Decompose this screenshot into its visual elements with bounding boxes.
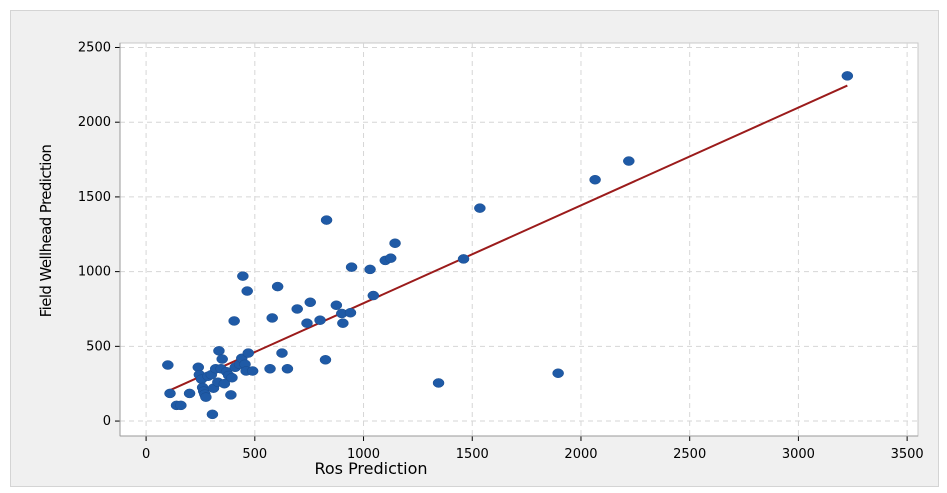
data-point <box>200 392 212 402</box>
y-tick-label: 2500 <box>78 40 111 55</box>
data-point <box>320 215 333 225</box>
data-point <box>216 354 228 364</box>
scatter-chart: 0 500 1000 1500 2000 2500 3000 3500 0 500 1000 150… <box>37 40 924 478</box>
data-point <box>225 390 237 400</box>
y-tick-label: 2000 <box>78 115 111 130</box>
y-tick-labels: 0 500 1000 1500 2000 2500 <box>78 40 111 429</box>
data-point <box>330 300 343 310</box>
data-point <box>271 281 284 292</box>
data-point <box>841 71 854 81</box>
y-tick-label: 1000 <box>78 265 111 280</box>
data-point <box>291 304 303 314</box>
data-point <box>242 348 255 358</box>
data-point <box>266 313 278 323</box>
data-point <box>241 286 253 296</box>
data-point <box>364 264 376 275</box>
data-point <box>474 203 486 213</box>
data-point <box>304 297 317 308</box>
data-point <box>345 262 358 272</box>
y-tick-label: 0 <box>103 414 111 429</box>
data-point <box>164 388 176 399</box>
x-tick-label: 1500 <box>456 447 489 462</box>
data-point <box>319 355 332 365</box>
data-point <box>301 318 313 328</box>
data-point <box>264 364 276 374</box>
data-point <box>367 290 380 301</box>
data-point <box>432 378 445 388</box>
data-point <box>226 372 238 383</box>
x-tick-label: 2500 <box>673 447 706 462</box>
data-point <box>162 360 174 370</box>
y-axis-title: Field Wellhead Prediction <box>37 145 55 318</box>
fit-line-layer <box>167 84 848 393</box>
data-point <box>314 315 326 325</box>
data-point <box>228 316 240 326</box>
x-tick-label: 1000 <box>347 447 380 462</box>
data-point <box>213 346 225 356</box>
x-tick-label: 3500 <box>891 447 924 462</box>
x-tick-label: 0 <box>142 447 150 462</box>
data-point <box>246 366 259 376</box>
x-tick-label: 500 <box>242 447 267 462</box>
y-tick-label: 1500 <box>78 190 111 205</box>
data-point <box>384 253 397 263</box>
axes <box>115 43 918 441</box>
data-point <box>276 348 288 358</box>
data-point <box>552 368 564 378</box>
data-point <box>389 238 401 248</box>
x-tick-labels: 0 500 1000 1500 2000 2500 3000 3500 <box>142 447 924 462</box>
x-tick-label: 2000 <box>564 447 597 462</box>
data-point <box>337 318 349 328</box>
y-tick-label: 500 <box>86 339 111 354</box>
data-point <box>623 156 635 166</box>
data-point <box>218 378 231 389</box>
data-point <box>344 307 357 318</box>
fit-line <box>167 84 848 393</box>
data-points <box>162 71 854 420</box>
data-point <box>589 174 601 185</box>
data-point <box>457 254 470 264</box>
data-point <box>206 409 219 420</box>
chart-frame: 0 500 1000 1500 2000 2500 3000 3500 0 500 1000 150… <box>10 10 939 487</box>
data-point <box>183 388 196 399</box>
data-point <box>281 364 294 374</box>
data-point <box>175 400 187 411</box>
x-tick-label: 3000 <box>782 447 815 462</box>
x-axis-title: Ros Prediction <box>314 459 427 478</box>
data-point <box>237 271 249 281</box>
